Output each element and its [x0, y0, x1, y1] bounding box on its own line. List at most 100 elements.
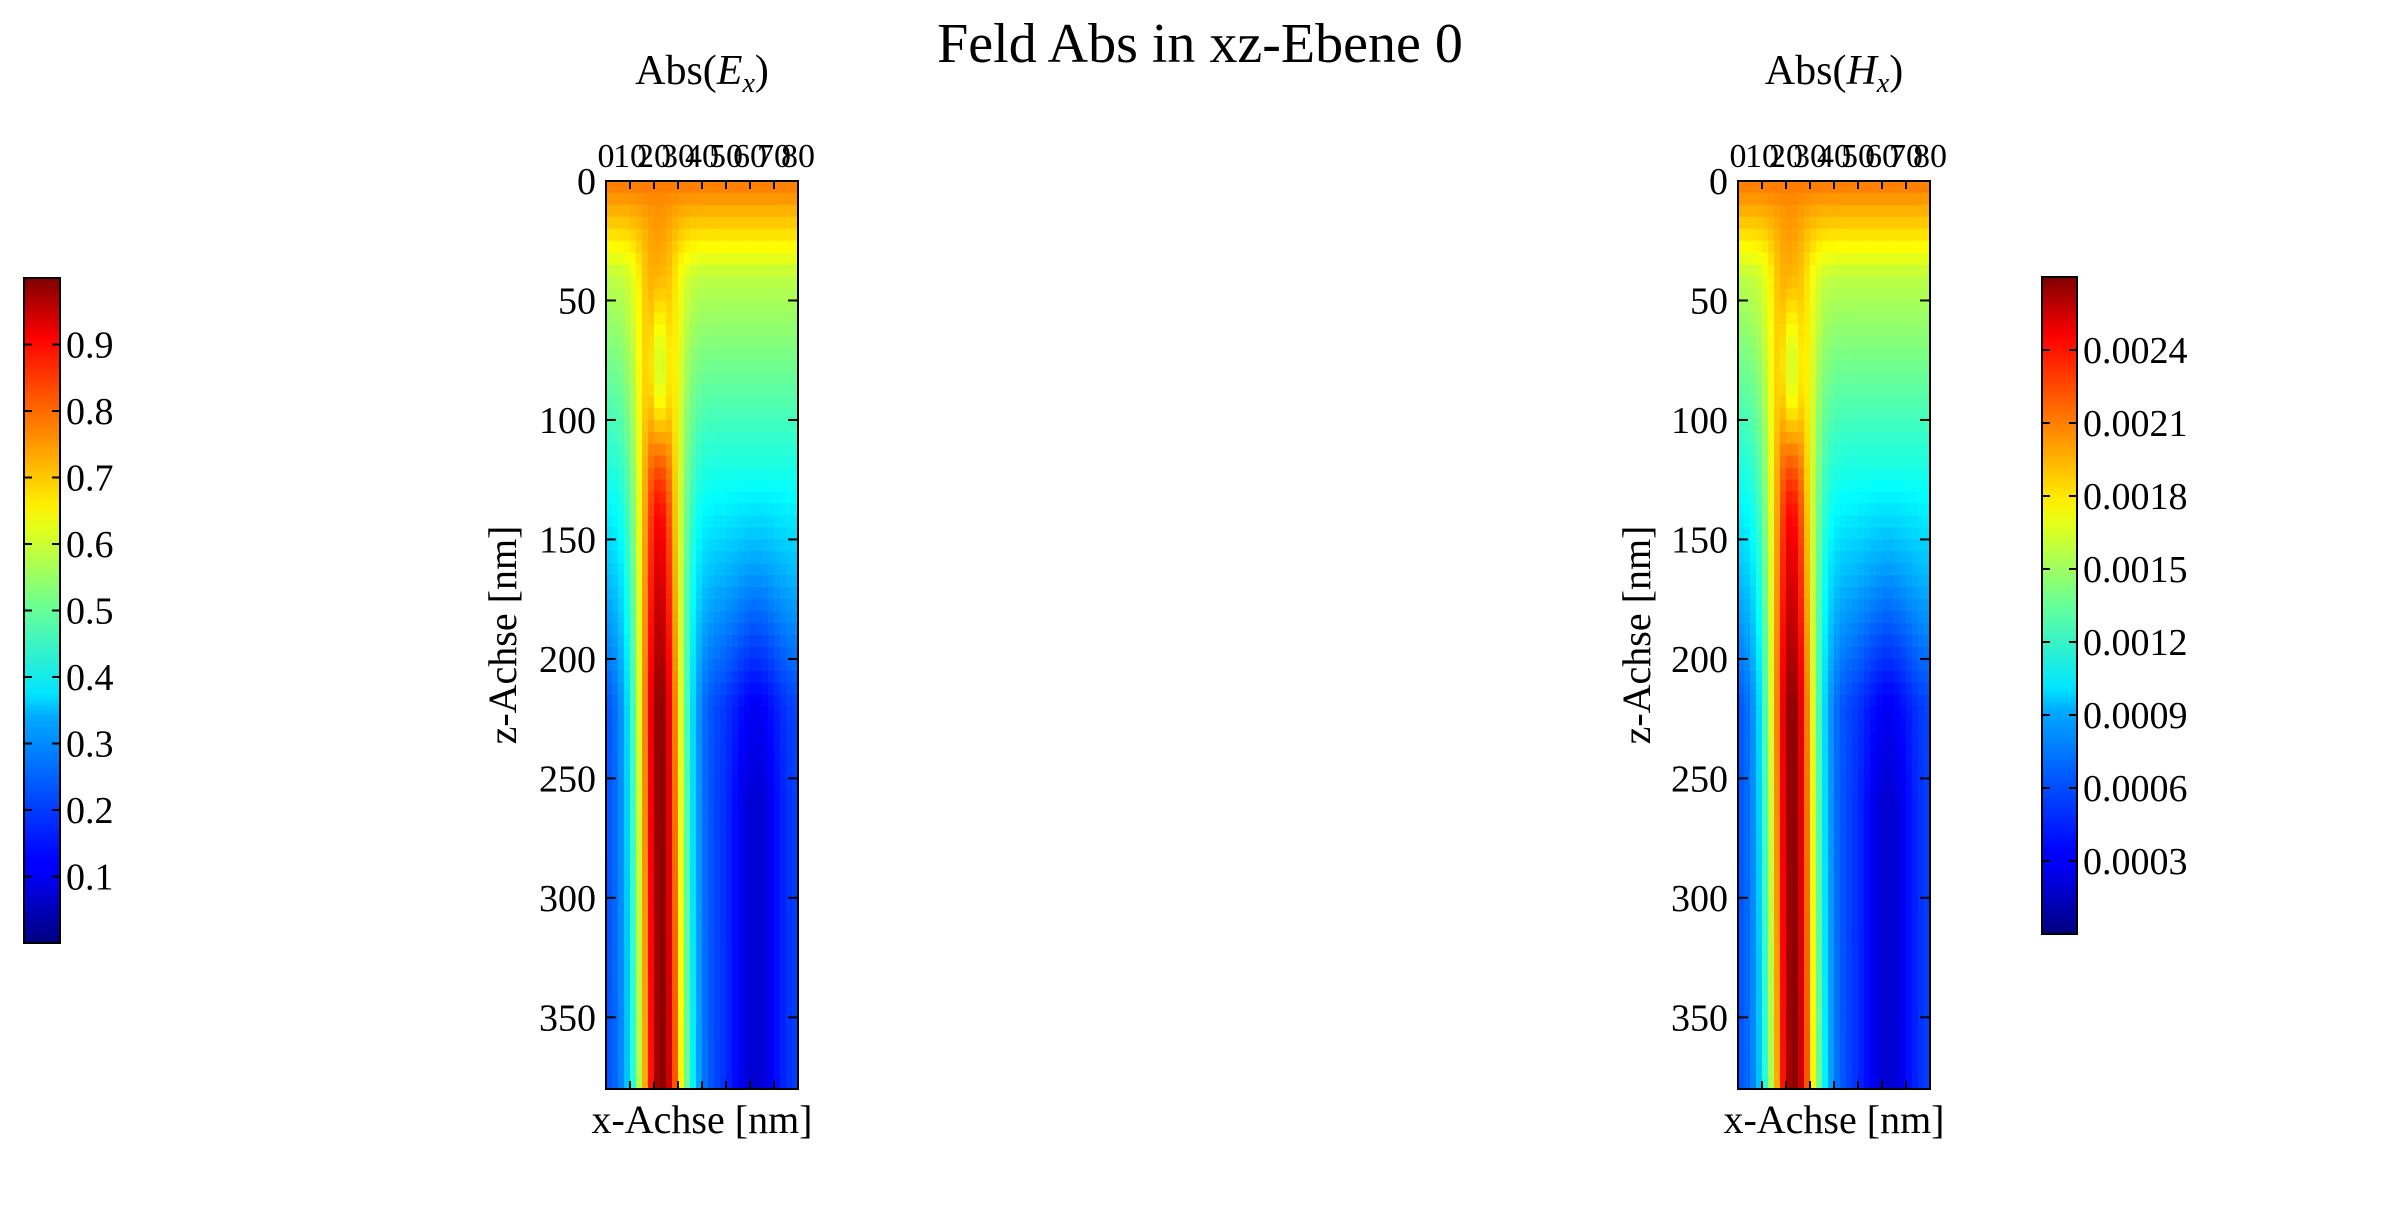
- x-tick-label: 30: [661, 138, 695, 175]
- heatmap-cell: [1750, 658, 1757, 672]
- heatmap-cell: [792, 360, 799, 373]
- heatmap-cell: [774, 372, 781, 385]
- heatmap-cell: [714, 658, 721, 672]
- heatmap-cell: [756, 252, 763, 266]
- heatmap-cell: [1792, 1017, 1799, 1030]
- heatmap-cell: [1888, 635, 1895, 648]
- heatmap-cell: [1744, 1005, 1751, 1018]
- heatmap-cell: [1738, 802, 1745, 815]
- heatmap-cell: [1810, 264, 1817, 278]
- heatmap-cell: [726, 539, 733, 552]
- heatmap-cell: [792, 396, 799, 409]
- heatmap-cell: [1870, 467, 1877, 481]
- heatmap-cell: [606, 575, 613, 588]
- heatmap-cell: [1750, 396, 1757, 409]
- heatmap-cell: [1786, 408, 1793, 421]
- heatmap-cell: [678, 1029, 685, 1042]
- heatmap-cell: [648, 670, 655, 684]
- heatmap-cell: [1798, 658, 1805, 672]
- heatmap-cell: [1774, 467, 1781, 481]
- heatmap-cell: [660, 778, 667, 791]
- heatmap-cell: [780, 181, 787, 194]
- heatmap-cell: [750, 826, 757, 839]
- heatmap-cell: [1924, 623, 1931, 636]
- heatmap-cell: [1756, 790, 1763, 803]
- heatmap-cell: [786, 1017, 793, 1030]
- heatmap-cell: [792, 993, 799, 1006]
- heatmap-cell: [1888, 742, 1895, 756]
- heatmap-cell: [690, 181, 697, 194]
- heatmap-cell: [654, 969, 661, 983]
- heatmap-cell: [1828, 1053, 1835, 1066]
- heatmap-cell: [1858, 384, 1865, 397]
- heatmap-cell: [738, 479, 745, 493]
- heatmap-cell: [1882, 276, 1889, 290]
- heatmap-cell: [1876, 563, 1883, 576]
- heatmap-cell: [624, 862, 631, 875]
- y-tick-label: 50: [558, 280, 596, 322]
- heatmap-cell: [618, 204, 625, 218]
- heatmap-cell: [648, 1005, 655, 1018]
- heatmap-cell: [612, 623, 619, 636]
- heatmap-cell: [618, 730, 625, 744]
- heatmap-cell: [1816, 897, 1823, 911]
- heatmap-cell: [1906, 838, 1913, 851]
- heatmap-cell: [642, 658, 649, 672]
- heatmap-cell: [1810, 503, 1817, 517]
- heatmap-cell: [630, 288, 637, 302]
- heatmap-cell: [1900, 862, 1907, 875]
- heatmap-cell: [660, 981, 667, 995]
- heatmap-cell: [792, 790, 799, 803]
- heatmap-cell: [1762, 790, 1769, 803]
- heatmap-cell: [720, 862, 727, 875]
- heatmap-cell: [1828, 826, 1835, 839]
- heatmap-cell: [1870, 742, 1877, 756]
- heatmap-cell: [1900, 204, 1907, 218]
- heatmap-cell: [1888, 730, 1895, 744]
- heatmap-cell: [756, 694, 763, 708]
- heatmap-cell: [678, 730, 685, 744]
- heatmap-cell: [1864, 503, 1871, 517]
- heatmap-cell: [1780, 467, 1787, 481]
- heatmap-cell: [612, 443, 619, 457]
- heatmap-cell: [702, 252, 709, 266]
- heatmap-cell: [1840, 192, 1847, 206]
- heatmap-cell: [678, 300, 685, 314]
- heatmap-cell: [1798, 635, 1805, 648]
- heatmap-cell: [774, 443, 781, 457]
- heatmap-cell: [612, 288, 619, 302]
- heatmap-cell: [636, 885, 643, 899]
- heatmap-cell: [756, 515, 763, 529]
- heatmap-cell: [1756, 264, 1763, 278]
- heatmap-cell: [714, 945, 721, 959]
- heatmap-cell: [636, 766, 643, 779]
- heatmap-cell: [726, 993, 733, 1006]
- heatmap-cell: [720, 969, 727, 983]
- heatmap-cell: [1882, 228, 1889, 242]
- heatmap-cell: [1768, 754, 1775, 768]
- heatmap-cell: [678, 575, 685, 588]
- heatmap-cell: [642, 503, 649, 517]
- heatmap-cell: [1846, 348, 1853, 361]
- heatmap-cell: [1774, 300, 1781, 314]
- heatmap-cell: [1828, 814, 1835, 827]
- heatmap-cell: [654, 599, 661, 612]
- heatmap-cell: [1762, 431, 1769, 445]
- heatmap-cell: [624, 192, 631, 206]
- heatmap-cell: [768, 539, 775, 552]
- heatmap-cell: [1888, 814, 1895, 827]
- heatmap-cell: [1738, 312, 1745, 325]
- heatmap-cell: [726, 181, 733, 194]
- heatmap-cell: [1900, 981, 1907, 995]
- heatmap-cell: [606, 324, 613, 337]
- heatmap-cell: [708, 742, 715, 756]
- heatmap-cell: [708, 909, 715, 923]
- heatmap-cell: [1852, 587, 1859, 600]
- heatmap-cell: [1834, 372, 1841, 385]
- heatmap-cell: [1894, 981, 1901, 995]
- heatmap-cell: [666, 1053, 673, 1066]
- heatmap-cell: [696, 228, 703, 242]
- heatmap-cell: [618, 181, 625, 194]
- heatmap-cell: [624, 1029, 631, 1042]
- heatmap-cell: [1858, 192, 1865, 206]
